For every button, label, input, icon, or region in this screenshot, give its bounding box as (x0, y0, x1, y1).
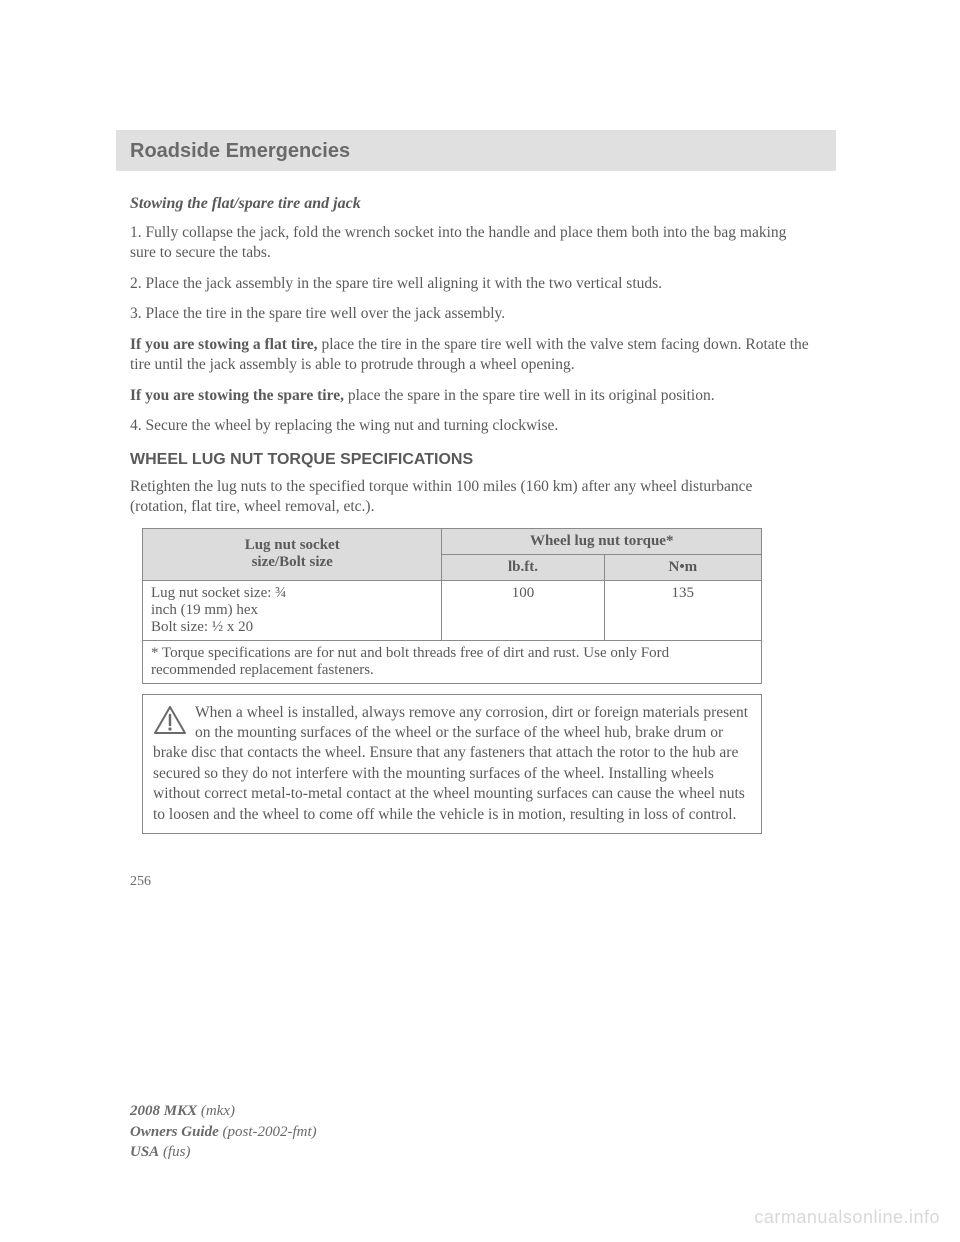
th-torque-span: Wheel lug nut torque* (442, 528, 762, 554)
footer-region-code: (fus) (159, 1144, 190, 1160)
th-socket-size: Lug nut socket size/Bolt size (143, 528, 442, 580)
stow-flat-tire-lead: If you are stowing a flat tire, (130, 336, 318, 353)
stow-spare-tire: If you are stowing the spare tire, place… (130, 386, 810, 406)
footer-guide-fmt: (post-2002-fmt) (219, 1124, 317, 1140)
stow-flat-tire: If you are stowing a flat tire, place th… (130, 335, 810, 376)
torque-table: Lug nut socket size/Bolt size Wheel lug … (142, 528, 762, 684)
th-lbft: lb.ft. (442, 554, 604, 580)
footer-model: 2008 MKX (130, 1103, 197, 1119)
td-size-spec: Lug nut socket size: ¾ inch (19 mm) hex … (143, 580, 442, 640)
stow-step-2: 2. Place the jack assembly in the spare … (130, 274, 810, 294)
watermark: carmanualsonline.info (754, 1207, 940, 1228)
section-header-band: Roadside Emergencies (116, 130, 836, 171)
stow-step-4: 4. Secure the wheel by replacing the win… (130, 416, 810, 436)
td-nm: 135 (604, 580, 761, 640)
footer-line-1: 2008 MKX (mkx) (130, 1101, 317, 1121)
stow-spare-tire-body: place the spare in the spare tire well i… (344, 387, 715, 404)
footer-line-3: USA (fus) (130, 1142, 317, 1162)
footer-block: 2008 MKX (mkx) Owners Guide (post-2002-f… (130, 1101, 317, 1162)
warning-icon (153, 705, 187, 735)
td-lbft: 100 (442, 580, 604, 640)
stow-heading: Stowing the flat/spare tire and jack (130, 195, 810, 213)
stow-step-1: 1. Fully collapse the jack, fold the wre… (130, 223, 810, 264)
footer-model-code: (mkx) (197, 1103, 235, 1119)
td-footnote: * Torque specifications are for nut and … (143, 640, 762, 683)
section-title: Roadside Emergencies (130, 140, 822, 163)
torque-intro: Retighten the lug nuts to the specified … (130, 477, 810, 518)
th-socket-l1: Lug nut socket (245, 537, 340, 553)
td-size-l2: inch (19 mm) hex (151, 602, 258, 618)
stow-step-3: 3. Place the tire in the spare tire well… (130, 304, 810, 324)
page-number: 256 (130, 874, 810, 890)
th-socket-l2: size/Bolt size (252, 554, 333, 570)
warning-box: When a wheel is installed, always remove… (142, 694, 762, 835)
th-nm: N•m (604, 554, 761, 580)
footer-guide: Owners Guide (130, 1124, 219, 1140)
warning-text: When a wheel is installed, always remove… (153, 704, 748, 823)
torque-heading: WHEEL LUG NUT TORQUE SPECIFICATIONS (130, 451, 810, 469)
td-size-l1: Lug nut socket size: ¾ (151, 585, 286, 601)
td-size-l3: Bolt size: ½ x 20 (151, 619, 253, 635)
stow-spare-tire-lead: If you are stowing the spare tire, (130, 387, 344, 404)
footer-line-2: Owners Guide (post-2002-fmt) (130, 1122, 317, 1142)
footer-region: USA (130, 1144, 159, 1160)
